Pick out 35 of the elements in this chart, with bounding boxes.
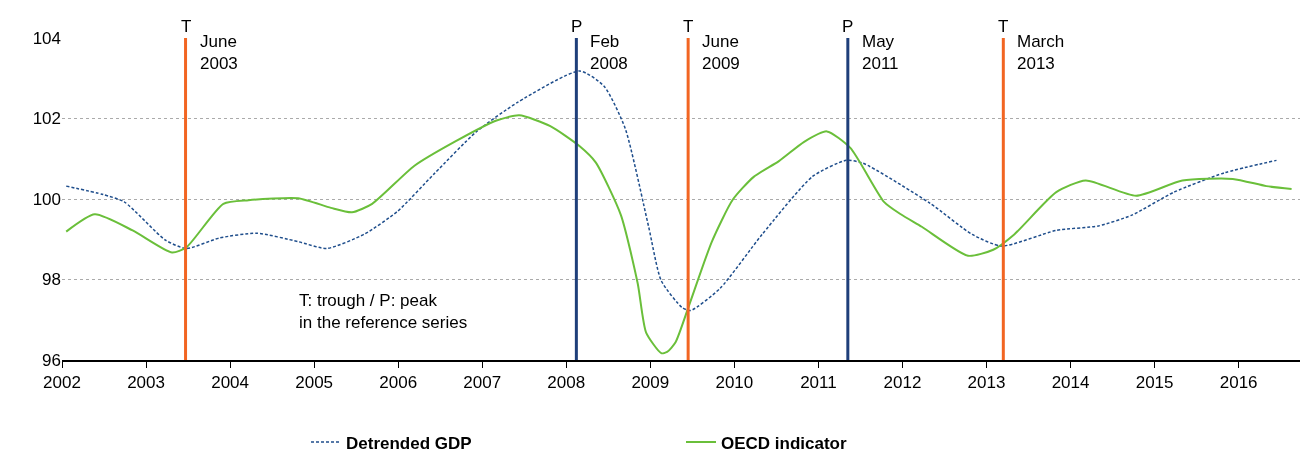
ref-line-label: P bbox=[842, 17, 854, 36]
x-tick-label: 2002 bbox=[43, 373, 81, 393]
annotation: T: trough / P: peak in the reference series bbox=[299, 291, 468, 333]
legend-label: OECD indicator bbox=[721, 433, 848, 453]
x-tick-label: 2008 bbox=[547, 373, 586, 393]
x-tick-label: 2012 bbox=[883, 373, 922, 393]
x-tick-label: 2011 bbox=[800, 373, 837, 393]
annotation: May 2011 bbox=[862, 32, 899, 74]
x-tick-label: 2005 bbox=[295, 373, 334, 393]
x-tick-label: 2006 bbox=[379, 373, 418, 393]
annotation: March 2013 bbox=[1017, 32, 1065, 74]
ref-line-label: T bbox=[181, 17, 192, 36]
x-tick-label: 2010 bbox=[715, 373, 754, 393]
annotation: June 2003 bbox=[200, 32, 238, 74]
x-tick-label: 2013 bbox=[967, 373, 1006, 393]
x-tick-label: 2015 bbox=[1135, 373, 1174, 393]
y-tick-label: 98 bbox=[42, 270, 61, 290]
ref-line-label: T bbox=[683, 17, 694, 36]
y-tick-label: 102 bbox=[32, 109, 61, 129]
line-series bbox=[65, 114, 1293, 355]
y-tick-label: 96 bbox=[42, 350, 61, 370]
annotation: June 2009 bbox=[702, 32, 740, 74]
ref-line-label: P bbox=[571, 17, 583, 36]
x-tick-label: 2004 bbox=[211, 373, 249, 393]
line-series bbox=[65, 70, 1278, 312]
x-tick-label: 2009 bbox=[631, 373, 670, 393]
y-tick-label: 100 bbox=[32, 189, 61, 209]
y-tick-label: 104 bbox=[32, 28, 61, 48]
x-tick-label: 2007 bbox=[463, 373, 502, 393]
ref-line-label: T bbox=[998, 17, 1009, 36]
legend-label: Detrended GDP bbox=[346, 433, 472, 453]
annotation: Feb 2008 bbox=[590, 32, 628, 74]
x-tick-label: 2003 bbox=[127, 373, 165, 393]
x-tick-label: 2014 bbox=[1051, 373, 1090, 393]
x-tick-label: 2016 bbox=[1219, 373, 1258, 393]
